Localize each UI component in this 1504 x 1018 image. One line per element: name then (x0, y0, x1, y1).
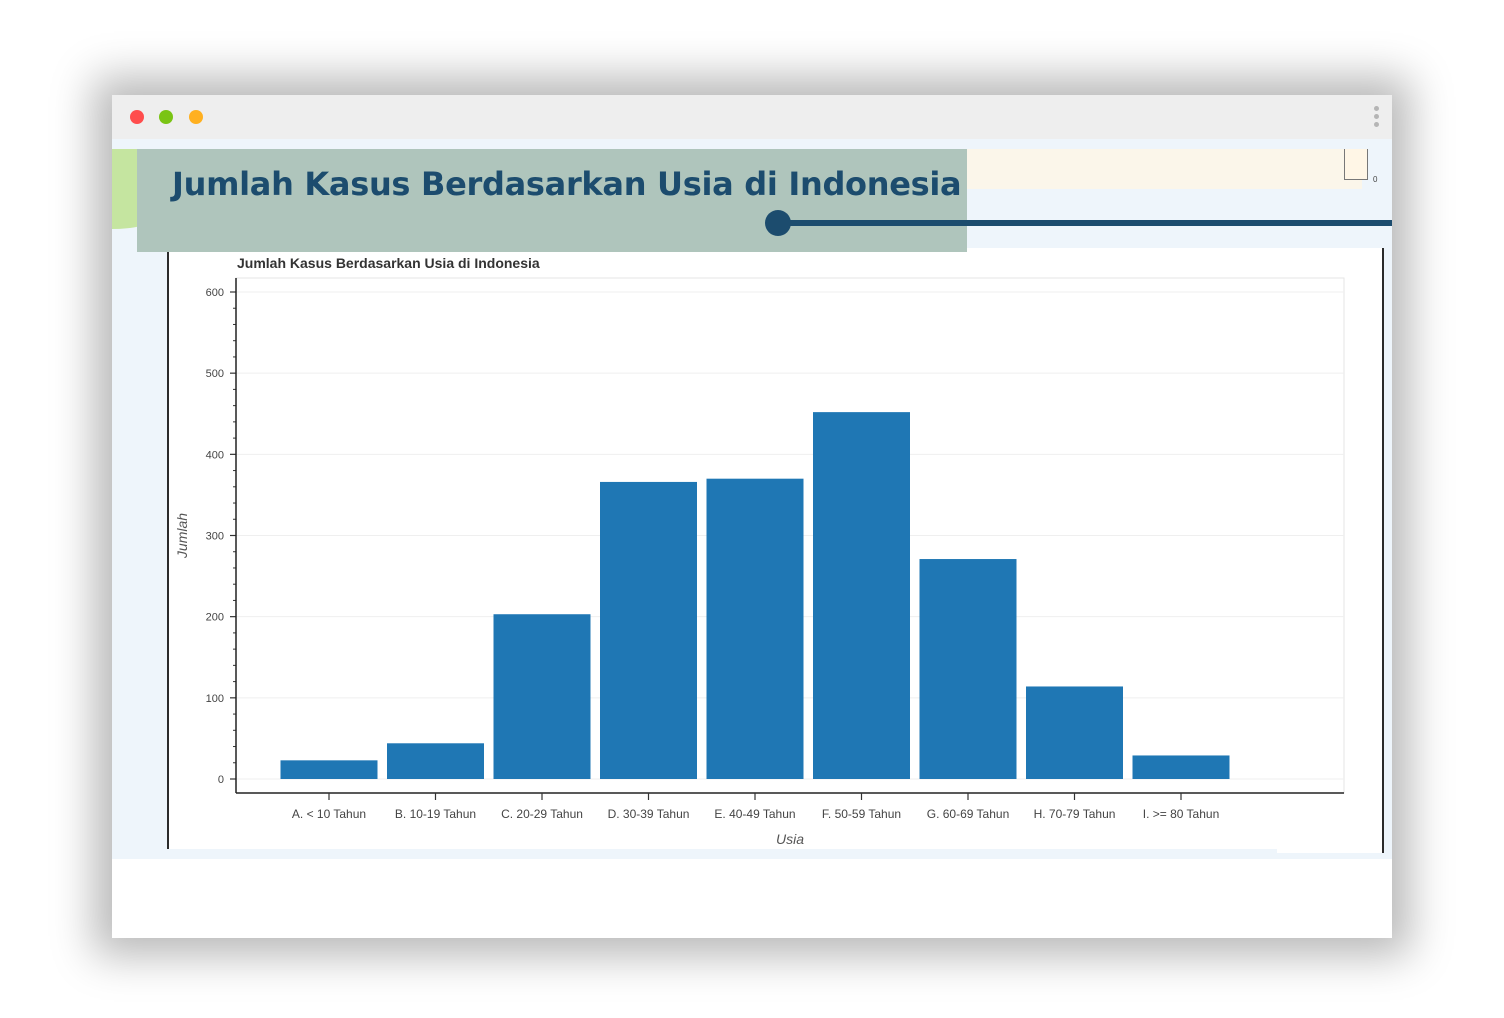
x-tick-label: F. 50-59 Tahun (822, 807, 901, 821)
y-tick-label: 400 (206, 449, 224, 461)
top-strip (967, 149, 1362, 189)
x-tick-label: E. 40-49 Tahun (714, 807, 795, 821)
corner-value: 0 (1373, 175, 1378, 184)
bar-9 (1132, 755, 1230, 779)
timeline-dot (765, 210, 791, 236)
chart-title: Jumlah Kasus Berdasarkan Usia di Indones… (237, 255, 540, 271)
x-tick-label: I. >= 80 Tahun (1143, 807, 1220, 821)
bar-3 (493, 614, 591, 779)
bar-8 (1026, 686, 1123, 779)
y-tick-label: 0 (218, 774, 224, 786)
more-options-icon[interactable] (1374, 106, 1380, 130)
close-window-dot[interactable] (130, 110, 144, 124)
y-tick-label: 500 (206, 368, 224, 380)
timeline-line (777, 220, 1392, 226)
x-tick-label: C. 20-29 Tahun (501, 807, 583, 821)
minimize-window-dot[interactable] (159, 110, 173, 124)
x-axis-label: Usia (776, 831, 804, 847)
y-tick-label: 200 (206, 612, 224, 624)
bar-7 (919, 559, 1017, 779)
y-axis-label: Jumlah (174, 513, 190, 559)
y-tick-label: 300 (206, 531, 224, 543)
page-title: Jumlah Kasus Berdasarkan Usia di Indones… (172, 165, 962, 203)
x-tick-label: G. 60-69 Tahun (927, 807, 1010, 821)
y-tick-label: 600 (206, 287, 224, 299)
window-titlebar (112, 95, 1392, 139)
slide-content: 0 Jumlah Kasus Berdasarkan Usia di Indon… (112, 139, 1392, 859)
x-tick-label: B. 10-19 Tahun (395, 807, 476, 821)
y-tick-label: 100 (206, 693, 224, 705)
bar-4 (600, 481, 697, 779)
bar-2 (387, 743, 484, 779)
page-corner-icon (1344, 149, 1368, 180)
x-tick-label: D. 30-39 Tahun (608, 807, 690, 821)
x-tick-label: A. < 10 Tahun (292, 807, 366, 821)
bottom-fade (112, 849, 1277, 859)
browser-window: 0 Jumlah Kasus Berdasarkan Usia di Indon… (112, 95, 1392, 938)
title-banner: Jumlah Kasus Berdasarkan Usia di Indones… (137, 149, 967, 252)
chart-screenshot: Jumlah Kasus Berdasarkan Usia di Indones… (167, 248, 1384, 853)
maximize-window-dot[interactable] (189, 110, 203, 124)
bar-1 (280, 760, 378, 779)
bar-6 (813, 412, 910, 779)
bar-5 (706, 478, 804, 779)
x-tick-label: H. 70-79 Tahun (1034, 807, 1116, 821)
bar-chart: Jumlah Kasus Berdasarkan Usia di Indones… (174, 255, 1345, 847)
